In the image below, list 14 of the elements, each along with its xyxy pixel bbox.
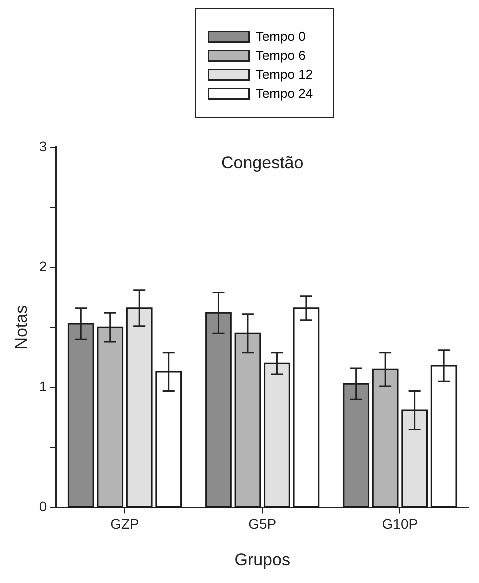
y-tick-label: 2 <box>39 258 48 274</box>
y-tick-label: 1 <box>39 378 48 395</box>
legend-label: Tempo 6 <box>256 48 306 63</box>
y-tick-label: 3 <box>39 138 48 154</box>
y-tick-label: 0 <box>39 498 48 515</box>
x-tick-label: G5P <box>248 516 277 532</box>
chart-title: Congestão <box>221 154 304 173</box>
legend-label: Tempo 24 <box>256 86 314 101</box>
y-axis-title: Notas <box>12 305 31 350</box>
x-tick-label: G10P <box>382 516 418 532</box>
x-tick-label: GZP <box>110 516 140 532</box>
legend-label: Tempo 0 <box>256 29 306 44</box>
x-axis-title: Grupos <box>234 550 290 570</box>
legend-label: Tempo 12 <box>256 67 314 82</box>
